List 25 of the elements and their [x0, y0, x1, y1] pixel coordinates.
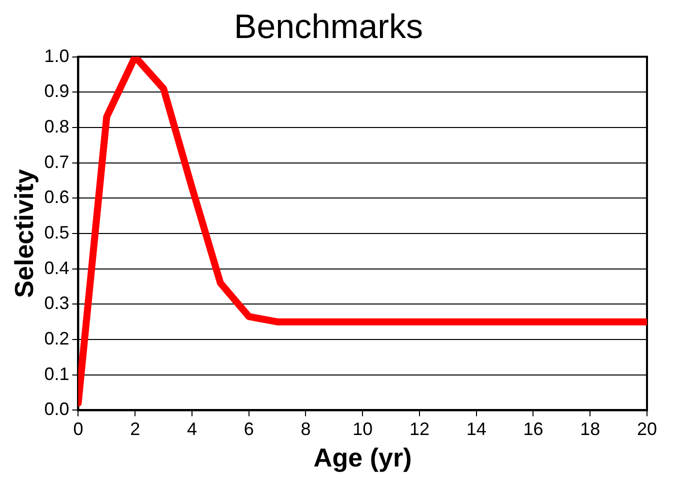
x-tick-label: 2	[130, 418, 140, 439]
x-tick-label: 0	[73, 418, 84, 439]
y-tick-label: 0.0	[44, 399, 70, 420]
chart-title: Benchmarks	[234, 8, 423, 46]
x-tick-label: 14	[466, 418, 486, 439]
y-tick-label: 0.1	[44, 364, 70, 384]
x-tick-label: 20	[636, 418, 658, 439]
x-tick-label: 10	[352, 418, 373, 439]
y-tick-label: 0.7	[44, 152, 70, 172]
x-tick-label: 6	[244, 418, 254, 439]
x-tick-label: 4	[186, 418, 197, 439]
y-tick-label: 1.0	[44, 46, 70, 66]
x-tick-label: 12	[409, 418, 430, 439]
y-tick-label: 0.3	[44, 293, 70, 314]
x-tick-label: 8	[300, 418, 311, 439]
y-tick-label: 0.5	[44, 222, 70, 242]
y-tick-label: 0.4	[44, 258, 70, 278]
x-tick-label: 18	[580, 418, 600, 439]
y-tick-label: 0.8	[44, 116, 70, 136]
y-tick-label: 0.6	[44, 187, 70, 208]
y-tick-label: 0.2	[44, 328, 70, 348]
x-axis-title: Age (yr)	[313, 442, 412, 473]
x-tick-label: 16	[523, 418, 544, 439]
y-tick-label: 0.9	[44, 81, 70, 102]
y-axis-title: Selectivity	[8, 168, 39, 298]
